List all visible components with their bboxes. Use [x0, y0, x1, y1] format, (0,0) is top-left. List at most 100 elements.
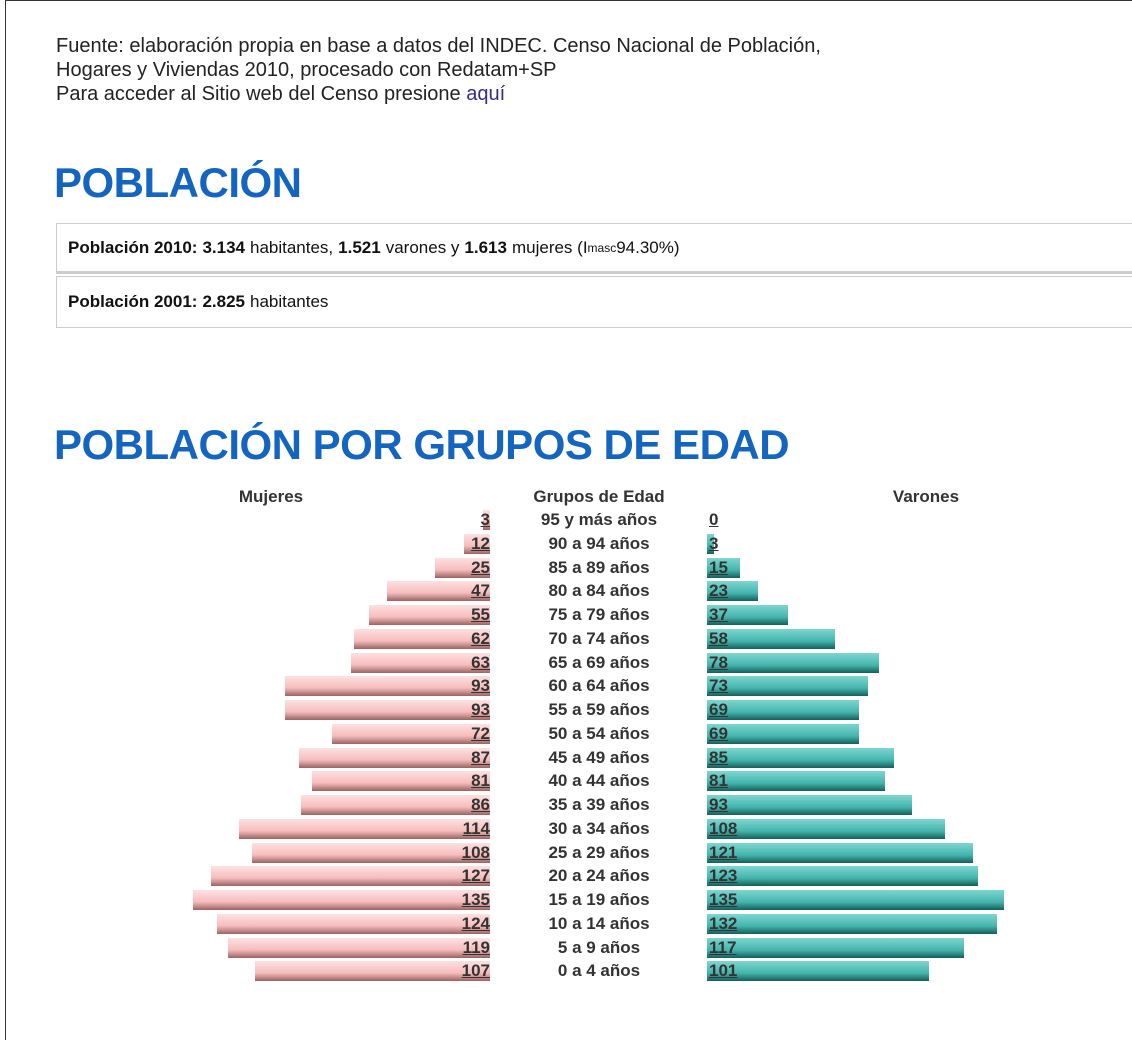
- men-value: 93: [709, 795, 728, 814]
- men-value: 135: [709, 890, 738, 909]
- men-bar: [707, 771, 886, 792]
- men-bar: [707, 628, 835, 649]
- page: Fuente: elaboración propia en base a dat…: [5, 0, 1132, 1040]
- women-bar: [369, 605, 490, 625]
- women-bar: [239, 818, 490, 839]
- age-group: 30 a 34 años: [548, 818, 650, 838]
- women-value: 119: [462, 937, 490, 957]
- women-bar: [331, 723, 490, 744]
- women-value: 47: [471, 581, 490, 601]
- men-value: 69: [709, 700, 728, 719]
- women-bar: [353, 628, 490, 649]
- men-bar: [707, 747, 894, 768]
- women-bar: [386, 581, 490, 602]
- women-bar: [300, 795, 490, 815]
- age-group: 65 a 69 años: [548, 652, 650, 672]
- age-group: 25 a 29 años: [548, 842, 650, 862]
- census-link[interactable]: aquí: [466, 83, 506, 105]
- men-value: 0: [709, 510, 719, 529]
- women-value: 107: [461, 961, 490, 981]
- subscript: masc: [587, 240, 617, 255]
- source-text: Para acceder al Sitio web del Censo pres…: [56, 83, 467, 105]
- age-group: 20 a 24 años: [548, 866, 650, 886]
- women-bar: [285, 700, 490, 720]
- section-heading: POBLACIÓN: [54, 159, 302, 206]
- men-value: 58: [709, 628, 728, 648]
- age-group: 60 a 64 años: [548, 676, 650, 696]
- men-bar: [707, 842, 974, 863]
- women-bar: [351, 652, 490, 673]
- men-bar: [707, 890, 1004, 910]
- women-bar: [285, 676, 490, 697]
- age-group: 85 a 89 años: [548, 557, 650, 577]
- women-bar: [210, 866, 490, 887]
- women-value: 72: [471, 723, 490, 743]
- age-group: 15 a 19 años: [548, 890, 650, 909]
- women-bar: [217, 913, 490, 934]
- age-group: 40 a 44 años: [548, 771, 650, 791]
- row-label: Población 2001:: [68, 292, 198, 311]
- men-value: 37: [709, 605, 728, 624]
- age-group: 5 a 9 años: [557, 937, 641, 957]
- age-group: 10 a 14 años: [548, 913, 650, 933]
- text: habitantes: [249, 292, 329, 311]
- age-group: 90 a 94 años: [548, 533, 650, 553]
- source-line: Hogares y Viviendas 2010, procesado con …: [56, 59, 557, 81]
- men-value: 101: [709, 961, 738, 981]
- men: 1.521: [338, 237, 381, 257]
- text: 94.30%): [616, 237, 680, 257]
- men-bar: [707, 723, 859, 744]
- pyramid-title: Grupos de Edad: [533, 487, 665, 506]
- men-value: 23: [709, 581, 728, 601]
- women-value: 3: [480, 510, 490, 529]
- women-bar: [228, 937, 490, 958]
- population-row: Población 2010: 3.134 habitantes, 1.521 …: [56, 223, 1132, 274]
- men-value: 117: [709, 937, 737, 957]
- text: habitantes,: [249, 237, 334, 257]
- total: 3.134: [202, 237, 245, 257]
- men-value: 85: [709, 747, 728, 767]
- age-group: 95 y más años: [540, 510, 658, 529]
- women-bar: [252, 842, 490, 863]
- age-group: 70 a 74 años: [548, 628, 650, 648]
- men-bar: [707, 961, 930, 982]
- women-value: 127: [461, 866, 490, 886]
- men-bar: [707, 818, 945, 839]
- women-value: 93: [471, 676, 490, 696]
- women-value: 86: [471, 795, 490, 814]
- men-value: 69: [709, 723, 728, 743]
- women-bar: [298, 747, 490, 768]
- pyramid-title: Mujeres: [238, 487, 304, 506]
- age-group: 75 a 79 años: [548, 605, 650, 624]
- women-value: 25: [471, 557, 490, 577]
- row-label: Población 2010:: [68, 237, 198, 257]
- women-bar: [463, 533, 490, 554]
- men-value: 81: [709, 771, 728, 791]
- men-bar: [707, 866, 978, 887]
- age-group: 0 a 4 años: [557, 961, 641, 981]
- women-value: 135: [461, 890, 490, 909]
- men-value: 123: [709, 866, 738, 886]
- total: 2.825: [202, 292, 245, 311]
- age-group: 35 a 39 años: [548, 795, 650, 814]
- source-line: Fuente: elaboración propia en base a dat…: [56, 35, 821, 57]
- men-value: 108: [709, 818, 738, 838]
- men-bar: [707, 605, 789, 625]
- men-value: 3: [709, 533, 719, 553]
- women-value: 87: [471, 747, 490, 767]
- women-bar: [193, 890, 490, 910]
- age-group: 50 a 54 años: [548, 723, 650, 743]
- text: mujeres (I: [511, 237, 588, 257]
- women-bar: [311, 771, 490, 792]
- men-bar: [707, 937, 965, 958]
- population-row: Población 2001: 2.825 habitantes: [56, 276, 1132, 328]
- women-value: 93: [471, 700, 490, 719]
- men-bar: [707, 676, 868, 697]
- women-value: 63: [471, 652, 490, 672]
- women: 1.613: [464, 237, 507, 257]
- women-value: 12: [471, 533, 490, 553]
- section-heading: POBLACIÓN POR GRUPOS DE EDAD: [54, 421, 790, 468]
- men-value: 73: [709, 676, 728, 696]
- men-bar: [707, 700, 859, 720]
